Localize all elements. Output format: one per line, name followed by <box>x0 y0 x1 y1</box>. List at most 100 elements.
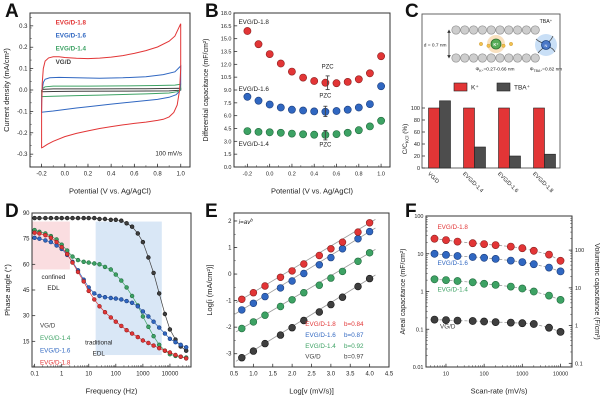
data-point <box>315 251 324 260</box>
axes: 0.5 1.0 1.5 2.0 2.5 3.0 3.5 4.0 4.5 -3 -2 -1 0 1 2 Log[… <box>205 212 394 396</box>
carbon-atom-icon <box>477 53 487 63</box>
y-tick-label: 20 <box>414 154 420 160</box>
bar-k <box>533 107 545 169</box>
data-point <box>119 297 124 302</box>
panel-b: B -0.2 0.0 0.2 0.4 0.6 0.8 1.0 0.0 1.5 3.0 4.5 6.0 7… <box>200 0 400 200</box>
x-axis-label: Potential (V vs. Ag/AgCl) <box>69 187 152 196</box>
bar-k <box>463 107 475 169</box>
series-evgd-1.4 <box>235 249 376 333</box>
data-point <box>140 239 146 245</box>
carbon-atom-icon <box>486 25 496 35</box>
y-tick-label: 0.0 <box>19 88 28 94</box>
data-point <box>300 316 308 325</box>
data-point <box>92 297 97 302</box>
water-molecule-icon <box>509 42 513 46</box>
y-tick-label: 9.0 <box>224 88 232 94</box>
y-tick-label: 60 <box>23 262 30 268</box>
data-point <box>288 129 296 138</box>
category-label: EVG/D-1.6 <box>496 171 519 194</box>
data-point <box>377 52 385 61</box>
anion-label: TBA⁺ <box>540 19 553 25</box>
plot-frame <box>29 12 191 168</box>
y-tick-label: 40 <box>414 142 420 148</box>
data-point <box>162 331 168 336</box>
data-point <box>365 69 374 78</box>
data-point <box>442 316 450 324</box>
data-point <box>299 106 307 115</box>
y-tick-label: 1 <box>420 290 423 296</box>
arrow-up-icon <box>447 29 451 33</box>
y-tick-label: 4.5 <box>224 127 232 133</box>
data-point <box>54 215 59 221</box>
potassium-ion-icon <box>490 38 502 50</box>
data-point <box>59 244 64 250</box>
carbon-atom-icon <box>495 53 505 63</box>
x-tick-label: 10000 <box>162 372 179 378</box>
x-tick-label: 0.8 <box>153 172 162 178</box>
data-point <box>545 263 553 272</box>
data-point <box>327 253 335 262</box>
data-point <box>276 284 285 292</box>
data-point <box>480 279 488 288</box>
data-point <box>243 92 252 101</box>
x-tick-label: 4.5 <box>385 372 394 378</box>
water-molecule-icon <box>486 43 491 48</box>
annotations: confined EDL traditional EDL VG/D EVG/D-1.4 EV… <box>40 274 112 366</box>
bar-legend: K⁺ TBA⁺ <box>453 82 531 92</box>
data-point <box>332 79 341 88</box>
x-tick-label: 3.0 <box>327 372 336 378</box>
data-point <box>238 354 246 362</box>
data-point <box>92 261 97 266</box>
y2-tick-label: 1 <box>575 324 578 330</box>
phi-tba-label: ΦTBA⁺=0.82 nm <box>530 67 563 74</box>
data-point <box>37 236 42 241</box>
data-point <box>276 59 285 68</box>
data-point <box>249 299 258 308</box>
data-point <box>97 304 102 309</box>
y-tick-label: 0.1 <box>19 67 28 73</box>
data-point <box>442 276 450 284</box>
data-point <box>43 232 48 238</box>
data-point <box>178 342 183 348</box>
data-point <box>338 293 347 301</box>
panel-d: D 0.1 1 10 100 1000 10000 15 30 45 60 75 90 Frequenc… <box>0 200 200 400</box>
data-point <box>315 281 324 289</box>
data-point <box>276 302 285 311</box>
series-evgd-1.8 <box>41 23 182 149</box>
x-tick-label: 0.2 <box>288 172 296 178</box>
series-vgd <box>32 215 189 353</box>
data-point <box>249 318 258 326</box>
y2-axis-label: Volumetric capacitance (F/cm³) <box>593 243 600 339</box>
y-tick-label: 15 <box>23 339 30 345</box>
data-point <box>70 215 75 221</box>
data-point <box>146 314 151 319</box>
data-point <box>468 253 477 261</box>
data-point <box>545 291 553 300</box>
data-point <box>151 319 156 324</box>
data-point <box>119 278 124 283</box>
data-point <box>54 239 59 245</box>
data-point <box>173 352 178 358</box>
x-tick-label: 0.8 <box>355 172 363 178</box>
data-point <box>288 67 296 76</box>
series-evgd-1.8 <box>243 27 385 88</box>
x-tick-label: 1000 <box>516 372 528 378</box>
panel-a-letter: A <box>5 1 19 22</box>
data-point <box>70 254 75 259</box>
data-point <box>377 116 385 125</box>
data-point <box>430 275 439 284</box>
data-point <box>453 237 462 246</box>
axes: -0.2 0.0 0.2 0.4 0.6 0.8 1.0 0.0 1.5 3.0 4.5 6.0 7.5… <box>203 11 391 196</box>
data-point <box>162 311 168 317</box>
carbon-atom-icon <box>504 53 514 63</box>
y-tick-label: 3.0 <box>224 139 232 145</box>
y-tick-label: 100 <box>414 214 423 220</box>
data-point <box>354 257 362 265</box>
data-point <box>129 224 135 229</box>
bar-tba <box>439 100 451 169</box>
data-point <box>338 267 347 276</box>
legend-swatch-tba <box>496 82 511 92</box>
x-tick-label: 1 <box>60 372 64 378</box>
panel-a: A -0.2 0.0 0.2 0.4 0.6 0.8 1.0 -0.3 -0.2 -0.1 0.0 0… <box>0 0 200 200</box>
